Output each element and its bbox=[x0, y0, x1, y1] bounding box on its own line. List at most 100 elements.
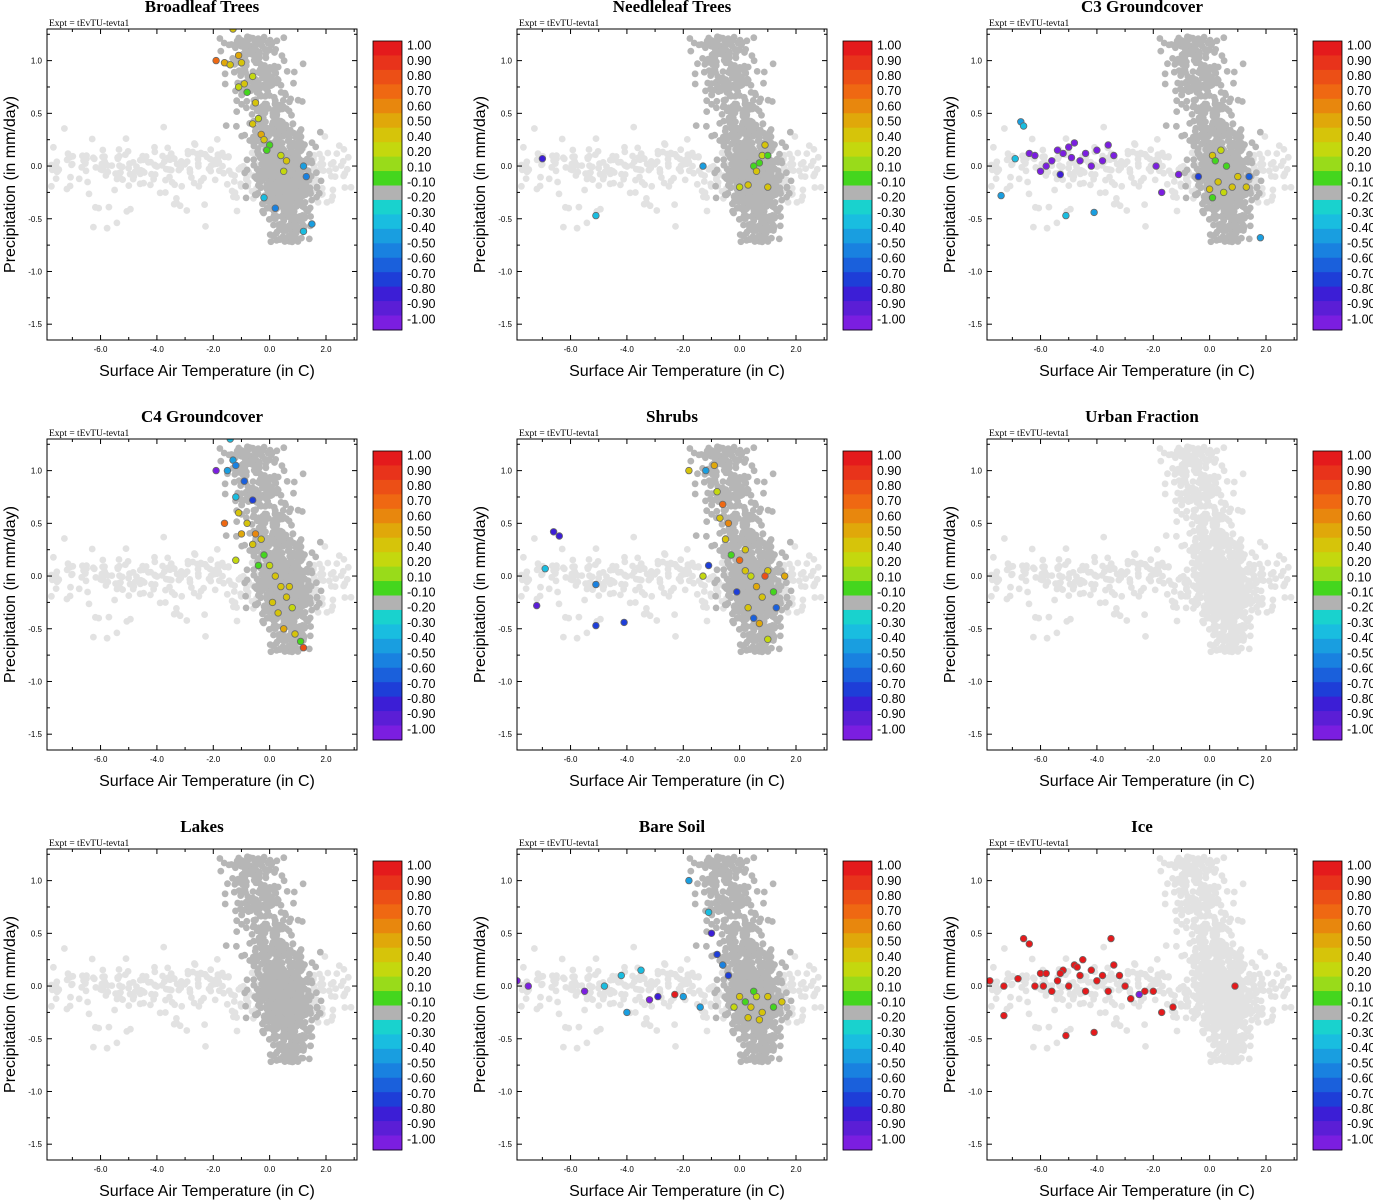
base-point bbox=[290, 489, 297, 497]
base-point bbox=[52, 585, 60, 592]
base-point bbox=[1188, 111, 1196, 118]
y-tick-label: -1.0 bbox=[968, 267, 982, 276]
base-point bbox=[1281, 170, 1289, 178]
base-point bbox=[243, 166, 251, 174]
base-point bbox=[1216, 236, 1224, 244]
base-point bbox=[306, 632, 314, 640]
base-point bbox=[783, 193, 790, 201]
base-point bbox=[220, 169, 228, 177]
base-point bbox=[1186, 137, 1194, 144]
base-point bbox=[731, 192, 739, 200]
base-point bbox=[720, 156, 728, 164]
base-point bbox=[271, 109, 279, 117]
base-point bbox=[241, 471, 248, 479]
base-point bbox=[1170, 178, 1178, 185]
base-point bbox=[256, 154, 264, 162]
colorbar-label: -0.70 bbox=[877, 267, 906, 281]
base-point bbox=[1165, 153, 1172, 161]
base-point bbox=[324, 559, 332, 567]
base-point bbox=[1124, 147, 1132, 155]
base-point bbox=[228, 187, 236, 195]
base-point bbox=[658, 174, 665, 181]
base-point bbox=[1051, 186, 1058, 194]
scatter-dots bbox=[518, 33, 825, 246]
base-point bbox=[300, 222, 308, 230]
base-point bbox=[48, 592, 55, 600]
base-point bbox=[184, 557, 192, 565]
base-point bbox=[92, 574, 100, 581]
base-point bbox=[243, 566, 251, 574]
base-point bbox=[695, 153, 702, 161]
base-point bbox=[1216, 171, 1224, 179]
base-point bbox=[325, 577, 333, 585]
base-point bbox=[223, 590, 231, 598]
base-point bbox=[1183, 97, 1191, 105]
base-point bbox=[719, 48, 726, 55]
base-point bbox=[251, 173, 259, 181]
base-point bbox=[730, 36, 737, 44]
base-point bbox=[1215, 198, 1222, 206]
base-point bbox=[156, 189, 164, 197]
expt-label: Expt = tEvTU-tevta1 bbox=[49, 429, 130, 439]
base-point bbox=[734, 87, 741, 95]
base-point bbox=[1189, 68, 1197, 75]
base-point bbox=[1189, 48, 1196, 55]
base-point bbox=[520, 143, 527, 151]
base-point bbox=[1135, 182, 1143, 190]
base-point bbox=[726, 54, 733, 62]
base-point bbox=[632, 189, 639, 196]
colorbar-swatch bbox=[843, 272, 872, 288]
base-point bbox=[1182, 182, 1189, 190]
data-point bbox=[764, 151, 772, 160]
base-point bbox=[156, 599, 164, 607]
base-point bbox=[114, 155, 122, 163]
base-point bbox=[737, 76, 745, 83]
base-point bbox=[1233, 203, 1240, 210]
colorbar-swatch bbox=[1313, 55, 1342, 71]
base-point bbox=[600, 173, 608, 181]
base-point bbox=[323, 609, 331, 616]
plot-frame bbox=[986, 28, 1298, 341]
colorbar-label: 0.10 bbox=[407, 160, 431, 174]
base-point bbox=[217, 47, 225, 55]
base-point bbox=[746, 236, 754, 244]
base-point bbox=[737, 238, 745, 246]
base-point bbox=[720, 96, 728, 104]
base-point bbox=[518, 182, 525, 190]
base-point bbox=[147, 158, 155, 166]
base-point bbox=[125, 592, 133, 599]
base-point bbox=[1015, 175, 1023, 183]
base-point bbox=[1272, 165, 1279, 173]
data-point bbox=[308, 220, 316, 228]
base-point bbox=[1239, 60, 1247, 68]
base-point bbox=[217, 457, 225, 465]
colorbar-label: 0.70 bbox=[877, 84, 901, 98]
base-point bbox=[1143, 153, 1151, 161]
x-tick-label: 2.0 bbox=[320, 345, 332, 354]
base-point bbox=[114, 565, 122, 573]
base-point bbox=[1131, 141, 1139, 149]
colorbar-swatch bbox=[1313, 257, 1342, 273]
base-point bbox=[756, 126, 764, 134]
base-point bbox=[1039, 146, 1047, 154]
base-point bbox=[1134, 155, 1142, 163]
base-point bbox=[233, 617, 241, 625]
base-point bbox=[712, 69, 719, 76]
base-point bbox=[1113, 195, 1120, 202]
base-point bbox=[159, 562, 167, 570]
base-point bbox=[1194, 35, 1202, 43]
base-point bbox=[190, 589, 198, 597]
colorbar-label: -0.60 bbox=[1347, 252, 1373, 266]
base-point bbox=[1230, 68, 1238, 76]
base-point bbox=[265, 46, 273, 54]
base-point bbox=[268, 174, 276, 181]
y-tick-label: 1.0 bbox=[31, 57, 43, 66]
base-point bbox=[1192, 124, 1200, 132]
base-point bbox=[769, 60, 777, 68]
base-point bbox=[1236, 163, 1244, 171]
base-point bbox=[231, 172, 239, 180]
base-point bbox=[290, 68, 298, 76]
base-point bbox=[175, 576, 183, 584]
base-point bbox=[79, 562, 86, 570]
